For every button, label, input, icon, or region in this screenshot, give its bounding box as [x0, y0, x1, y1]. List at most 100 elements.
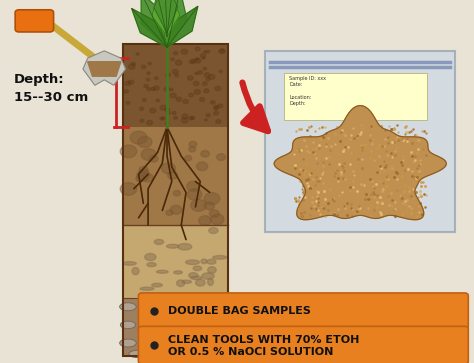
Circle shape: [171, 58, 174, 61]
Circle shape: [147, 72, 150, 74]
Polygon shape: [159, 0, 180, 36]
Ellipse shape: [209, 228, 218, 233]
Ellipse shape: [182, 280, 191, 284]
Circle shape: [166, 210, 173, 216]
Circle shape: [191, 117, 195, 119]
Circle shape: [219, 49, 225, 54]
Circle shape: [139, 169, 149, 176]
Ellipse shape: [119, 339, 137, 347]
Circle shape: [195, 59, 201, 63]
Ellipse shape: [176, 349, 194, 357]
Circle shape: [124, 90, 128, 93]
Text: Sample ID: xxx
Date:

Location:
Depth:: Sample ID: xxx Date: Location: Depth:: [289, 76, 326, 106]
Circle shape: [131, 62, 136, 66]
Circle shape: [203, 68, 207, 70]
Circle shape: [170, 88, 173, 91]
Circle shape: [218, 104, 223, 108]
Circle shape: [204, 202, 215, 210]
Circle shape: [195, 47, 200, 51]
Ellipse shape: [147, 262, 156, 267]
Ellipse shape: [140, 287, 154, 290]
Circle shape: [164, 87, 170, 91]
Polygon shape: [167, 6, 198, 47]
Circle shape: [189, 147, 196, 152]
Circle shape: [149, 155, 158, 162]
Ellipse shape: [123, 262, 137, 265]
Polygon shape: [83, 51, 126, 85]
Circle shape: [151, 87, 155, 90]
Circle shape: [120, 183, 137, 195]
Ellipse shape: [213, 256, 227, 259]
Circle shape: [173, 69, 178, 74]
Circle shape: [160, 117, 164, 120]
Circle shape: [191, 199, 206, 211]
Ellipse shape: [182, 308, 197, 316]
Ellipse shape: [140, 309, 154, 316]
Circle shape: [167, 171, 178, 179]
Ellipse shape: [189, 273, 198, 278]
Circle shape: [199, 216, 211, 225]
Circle shape: [201, 54, 206, 58]
Circle shape: [214, 111, 219, 115]
Circle shape: [175, 60, 182, 65]
Circle shape: [214, 107, 219, 110]
Ellipse shape: [191, 276, 202, 280]
Circle shape: [146, 120, 153, 125]
Circle shape: [205, 119, 208, 121]
Circle shape: [204, 193, 220, 205]
Circle shape: [156, 99, 160, 102]
Circle shape: [173, 191, 181, 196]
Circle shape: [175, 74, 179, 77]
Ellipse shape: [154, 239, 164, 245]
Ellipse shape: [211, 338, 225, 344]
FancyBboxPatch shape: [138, 326, 468, 363]
Ellipse shape: [177, 280, 185, 286]
Circle shape: [170, 93, 176, 98]
Polygon shape: [152, 0, 172, 36]
Ellipse shape: [145, 253, 156, 261]
Ellipse shape: [157, 302, 175, 311]
Circle shape: [170, 205, 182, 214]
Circle shape: [172, 111, 176, 115]
Circle shape: [204, 89, 209, 93]
Circle shape: [202, 57, 205, 59]
Circle shape: [137, 171, 149, 180]
Circle shape: [162, 117, 165, 120]
Ellipse shape: [120, 321, 136, 329]
Polygon shape: [132, 9, 167, 47]
Circle shape: [173, 52, 178, 55]
Circle shape: [137, 136, 152, 147]
Circle shape: [187, 181, 200, 191]
Circle shape: [139, 166, 148, 174]
Text: CLEAN TOOLS WITH 70% ETOH: CLEAN TOOLS WITH 70% ETOH: [168, 335, 360, 346]
Circle shape: [188, 76, 193, 80]
Polygon shape: [154, 0, 178, 33]
Circle shape: [165, 73, 171, 77]
Circle shape: [201, 151, 210, 157]
Circle shape: [198, 71, 202, 74]
Ellipse shape: [207, 259, 216, 264]
Circle shape: [204, 73, 210, 77]
Circle shape: [189, 117, 193, 120]
Circle shape: [182, 114, 188, 119]
Bar: [284, 73, 427, 120]
Circle shape: [140, 119, 144, 122]
Ellipse shape: [208, 278, 213, 285]
Ellipse shape: [152, 283, 163, 287]
Circle shape: [128, 64, 135, 69]
Circle shape: [206, 114, 210, 117]
Text: Depth:
15--30 cm: Depth: 15--30 cm: [14, 73, 89, 105]
Circle shape: [120, 145, 137, 158]
Circle shape: [126, 101, 130, 104]
Circle shape: [189, 60, 194, 64]
Circle shape: [210, 210, 219, 217]
Circle shape: [194, 90, 201, 94]
FancyBboxPatch shape: [265, 51, 455, 232]
Circle shape: [136, 175, 145, 182]
Circle shape: [165, 108, 170, 111]
Ellipse shape: [196, 279, 205, 286]
Circle shape: [193, 81, 199, 86]
Ellipse shape: [186, 325, 202, 333]
Ellipse shape: [193, 266, 202, 271]
Circle shape: [136, 53, 139, 55]
